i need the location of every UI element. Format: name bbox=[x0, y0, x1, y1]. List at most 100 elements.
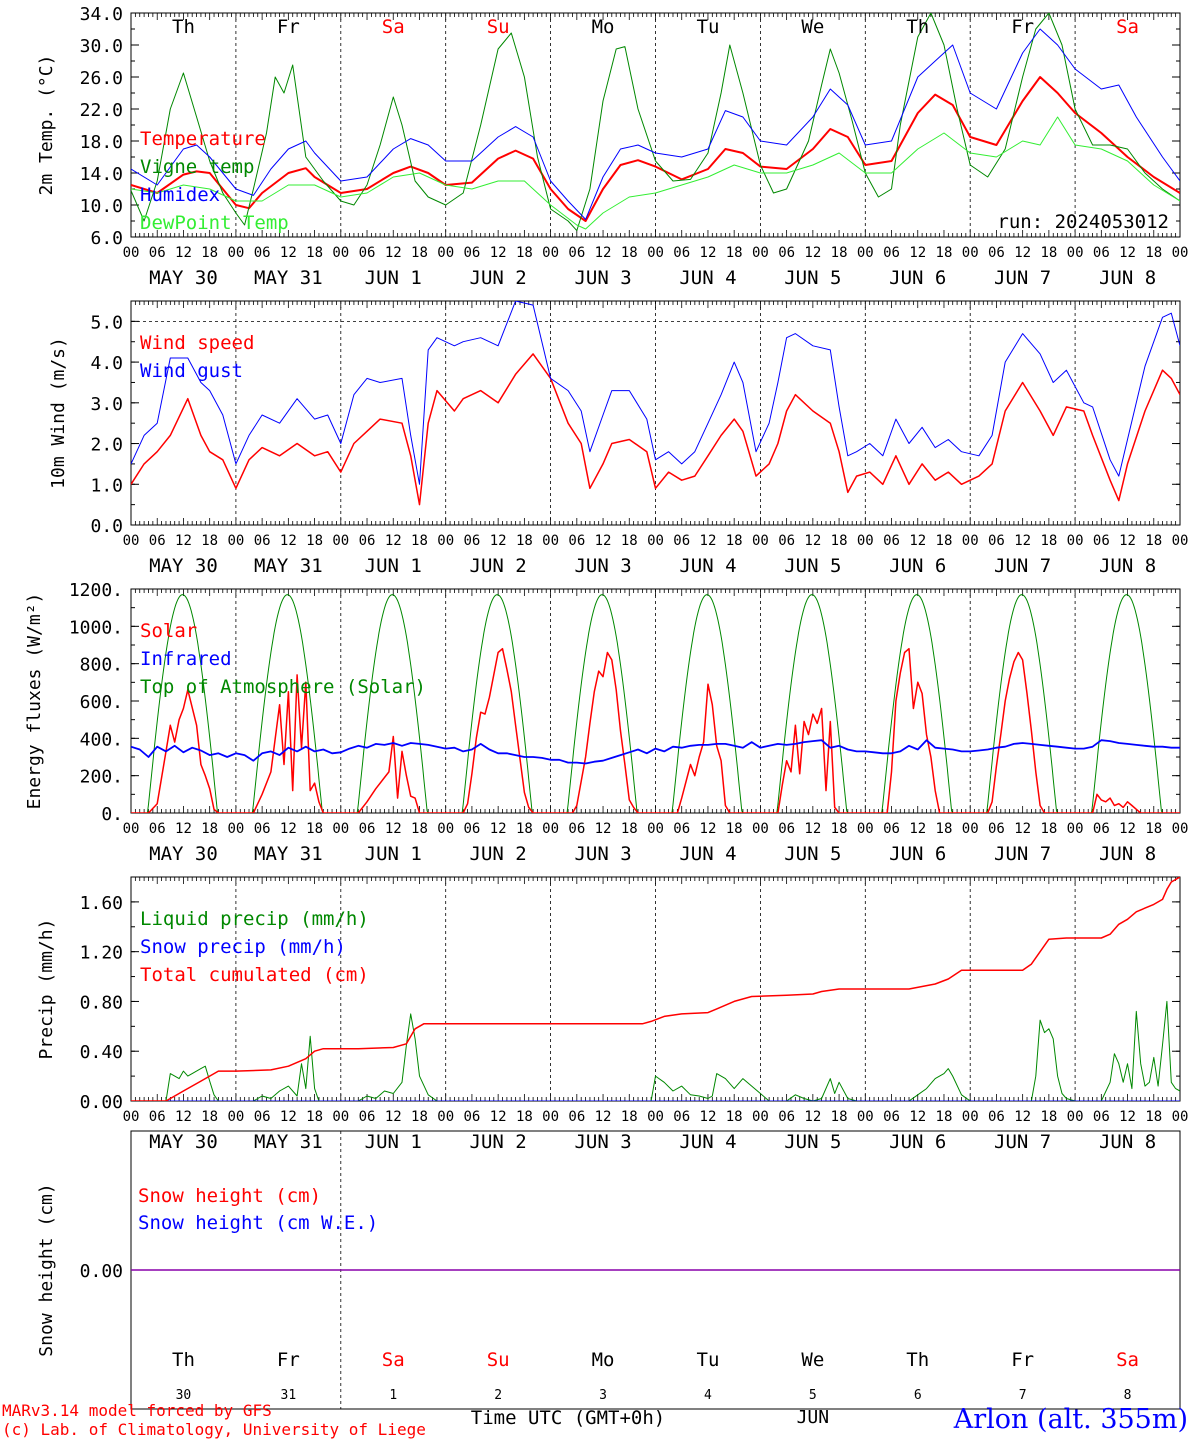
hour-label: 00 bbox=[1172, 533, 1189, 549]
date-label: JUN 1 bbox=[365, 555, 422, 577]
hour-label: 00 bbox=[542, 1109, 559, 1125]
legend-entry: Temperature bbox=[140, 128, 266, 150]
hour-label: 00 bbox=[1067, 1109, 1084, 1125]
hour-label: 00 bbox=[227, 245, 244, 261]
hour-label: 12 bbox=[385, 245, 402, 261]
hour-label: 06 bbox=[463, 245, 480, 261]
hour-label: 12 bbox=[385, 533, 402, 549]
hour-label: 18 bbox=[1040, 821, 1057, 837]
ytick-label: 1200. bbox=[69, 580, 123, 601]
date-label: JUN 3 bbox=[574, 843, 631, 865]
hour-label: 06 bbox=[988, 821, 1005, 837]
hour-label: 18 bbox=[516, 533, 533, 549]
hour-label: 00 bbox=[857, 533, 874, 549]
ytick-label: 0.80 bbox=[80, 992, 123, 1013]
date-label: JUN 4 bbox=[679, 555, 736, 577]
weekday-label: Mo bbox=[592, 1349, 615, 1371]
weekday-label: Sa bbox=[382, 16, 405, 38]
date-label: JUN 8 bbox=[1099, 843, 1156, 865]
hour-label: 00 bbox=[227, 1109, 244, 1125]
hour-label: 00 bbox=[123, 245, 140, 261]
weekday-label: Th bbox=[172, 1349, 195, 1371]
hour-label: 12 bbox=[804, 1109, 821, 1125]
ylabel: 2m Temp. (°C) bbox=[36, 55, 57, 196]
hour-label: 12 bbox=[1119, 245, 1136, 261]
date-label: MAY 30 bbox=[149, 555, 218, 577]
ytick-label: 1.20 bbox=[80, 943, 123, 964]
hour-label: 18 bbox=[516, 245, 533, 261]
ytick-label: 200. bbox=[80, 767, 123, 788]
series-humidex bbox=[131, 28, 1180, 220]
ytick-label: 1.60 bbox=[80, 893, 123, 914]
hour-label: 12 bbox=[909, 1109, 926, 1125]
hour-label: 00 bbox=[332, 821, 349, 837]
hour-label: 18 bbox=[201, 533, 218, 549]
day-number-label: 8 bbox=[1124, 1388, 1132, 1403]
day-number-label: 1 bbox=[389, 1388, 397, 1403]
day-number-label: 5 bbox=[809, 1388, 817, 1403]
hour-label: 00 bbox=[332, 1109, 349, 1125]
ylabel: Precip (mm/h) bbox=[36, 919, 57, 1060]
hour-label: 18 bbox=[516, 821, 533, 837]
date-label: JUN 3 bbox=[574, 1131, 631, 1153]
hour-label: 00 bbox=[857, 821, 874, 837]
panel-temp: 6.0 10.0 14.0 18.0 22.0 26.0 30.0 34.0 2m Temp. … bbox=[36, 4, 1188, 289]
hour-label: 18 bbox=[201, 1109, 218, 1125]
day-number-label: 2 bbox=[494, 1388, 502, 1403]
date-label: JUN 5 bbox=[784, 555, 841, 577]
hour-label: 18 bbox=[306, 245, 323, 261]
ytick-label: 22.0 bbox=[80, 100, 123, 121]
date-label: JUN 3 bbox=[574, 267, 631, 289]
hour-label: 12 bbox=[595, 821, 612, 837]
legend-entry: Wind gust bbox=[140, 360, 243, 382]
hour-label: 18 bbox=[306, 1109, 323, 1125]
date-label: JUN 7 bbox=[994, 1131, 1051, 1153]
series-wind-gust bbox=[131, 301, 1180, 485]
hour-label: 12 bbox=[490, 245, 507, 261]
hour-label: 12 bbox=[804, 533, 821, 549]
hour-label: 18 bbox=[306, 821, 323, 837]
date-label: JUN 5 bbox=[784, 267, 841, 289]
date-label: JUN 8 bbox=[1099, 1131, 1156, 1153]
hour-ticks bbox=[130, 589, 1181, 813]
hour-label: 06 bbox=[988, 1109, 1005, 1125]
hour-label: 18 bbox=[936, 1109, 953, 1125]
hour-label: 12 bbox=[909, 245, 926, 261]
hour-label: 06 bbox=[778, 821, 795, 837]
hour-label: 12 bbox=[1119, 821, 1136, 837]
ylabel: Snow height (cm) bbox=[36, 1183, 57, 1356]
ytick-label: 10.0 bbox=[80, 196, 123, 217]
hour-label: 12 bbox=[490, 533, 507, 549]
ytick-label: 14.0 bbox=[80, 164, 123, 185]
hour-label: 00 bbox=[752, 533, 769, 549]
hour-label: 18 bbox=[726, 533, 743, 549]
day-number-label: 30 bbox=[176, 1388, 192, 1403]
hour-label: 12 bbox=[175, 245, 192, 261]
hour-label: 00 bbox=[1172, 1109, 1189, 1125]
hour-label: 00 bbox=[752, 821, 769, 837]
series-liquid-precip-mm-h bbox=[131, 1000, 1180, 1101]
series-group bbox=[131, 877, 1180, 1101]
hour-label: 12 bbox=[595, 245, 612, 261]
hour-label: 12 bbox=[175, 821, 192, 837]
hour-label: 12 bbox=[909, 533, 926, 549]
legend-entry: DewPoint Temp bbox=[140, 212, 289, 234]
ytick-label: 400. bbox=[80, 729, 123, 750]
hour-label: 00 bbox=[1172, 821, 1189, 837]
date-label: JUN 7 bbox=[994, 843, 1051, 865]
legend-entry: Snow height (cm W.E.) bbox=[138, 1212, 378, 1234]
hour-label: 06 bbox=[778, 1109, 795, 1125]
hour-label: 18 bbox=[831, 245, 848, 261]
date-label: JUN 1 bbox=[365, 843, 422, 865]
hour-label: 12 bbox=[490, 1109, 507, 1125]
ytick-label: 30.0 bbox=[80, 36, 123, 57]
day-number-label: 3 bbox=[599, 1388, 607, 1403]
hour-label: 06 bbox=[883, 1109, 900, 1125]
ytick-label: 18.0 bbox=[80, 132, 123, 153]
hour-label: 18 bbox=[1040, 533, 1057, 549]
hour-label: 12 bbox=[490, 821, 507, 837]
date-label: MAY 30 bbox=[149, 843, 218, 865]
date-label: JUN 1 bbox=[365, 267, 422, 289]
day-number-label: 4 bbox=[704, 1388, 712, 1403]
hour-label: 00 bbox=[123, 533, 140, 549]
